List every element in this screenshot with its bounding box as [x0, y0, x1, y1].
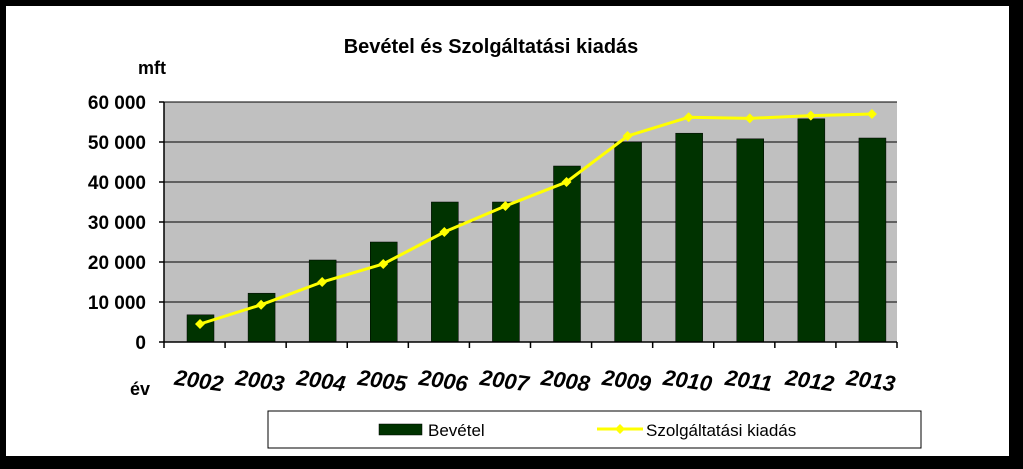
- chart-frame: Bevétel és Szolgáltatási kiadás mft év 0…: [6, 6, 1009, 456]
- legend-box: [267, 410, 922, 449]
- point-szolgaltatasi-kiadas-2006: [439, 227, 450, 237]
- x-tick-label: 2009: [600, 365, 654, 397]
- bar-bevetel-2010: [675, 132, 703, 343]
- legend-label-szolgaltatasi-kiadas: Szolgáltatási kiadás: [646, 421, 796, 440]
- x-tick-label: 2007: [477, 365, 532, 397]
- bar-bevetel-2008: [553, 165, 581, 343]
- x-tick-label: 2012: [783, 365, 837, 397]
- x-tick-label: 2010: [661, 365, 715, 397]
- bar-bevetel-2004: [308, 259, 337, 343]
- x-tick-label: 2003: [233, 365, 286, 397]
- bar-bevetel-2002: [186, 314, 215, 343]
- bar-bevetel-2012: [797, 118, 826, 343]
- chart: Bevétel és Szolgáltatási kiadás mft év 0…: [88, 36, 922, 449]
- chart-title: Bevétel és Szolgáltatási kiadás: [344, 36, 639, 58]
- x-tick-label: 2002: [172, 365, 226, 397]
- x-tick-label: 2013: [844, 365, 897, 397]
- legend-label-bevetel: Bevétel: [428, 421, 485, 440]
- y-axis-unit: mft: [138, 58, 166, 78]
- bar-bevetel-2011: [736, 138, 764, 343]
- y-tick-label: 0: [135, 333, 146, 354]
- legend: Bevétel Szolgáltatási kiadás: [267, 410, 922, 449]
- x-tick-label: 2011: [723, 365, 774, 396]
- point-szolgaltatasi-kiadas-2008: [561, 177, 572, 187]
- y-tick-labels: 0 10 000 20 000 30 000 40 000 50 000 60 000: [88, 93, 146, 354]
- point-szolgaltatasi-kiadas-2002: [195, 319, 205, 329]
- bar-bevetel-2005: [370, 241, 398, 343]
- x-tick-labels: 2002 2003 2004 2005 2006 2007 2008 2009 2010 2011…: [172, 365, 897, 397]
- grid-lines: [164, 101, 897, 303]
- bar-bevetel-2007: [492, 201, 520, 343]
- point-szolgaltatasi-kiadas-2013: [866, 109, 877, 119]
- x-axis-unit: év: [130, 379, 150, 399]
- bar-bevetel-2006: [431, 201, 459, 343]
- point-szolgaltatasi-kiadas-2003: [256, 299, 267, 310]
- y-tick-label: 10 000: [88, 293, 146, 314]
- point-szolgaltatasi-kiadas-2011: [744, 113, 755, 124]
- y-tick-label: 60 000: [88, 93, 146, 114]
- point-szolgaltatasi-kiadas-2004: [317, 277, 328, 287]
- x-tick-label: 2008: [539, 365, 593, 397]
- bar-bevetel-2013: [858, 137, 887, 343]
- bar-bevetel-2009: [614, 141, 642, 343]
- bar-series: [186, 118, 887, 343]
- point-szolgaltatasi-kiadas-2005: [378, 259, 389, 269]
- point-szolgaltatasi-kiadas-2010: [683, 112, 694, 123]
- y-tick-label: 50 000: [88, 133, 146, 154]
- point-szolgaltatasi-kiadas-2009: [622, 131, 633, 141]
- axes: [159, 101, 898, 348]
- y-tick-label: 30 000: [88, 213, 146, 234]
- legend-marker-szolgaltatasi-kiadas: [615, 424, 625, 434]
- x-tick-label: 2005: [355, 365, 409, 397]
- point-szolgaltatasi-kiadas-2007: [500, 201, 511, 211]
- x-tick-label: 2004: [294, 365, 347, 397]
- line-szolgaltatasi-kiadas: [199, 112, 872, 326]
- y-tick-label: 40 000: [88, 173, 146, 194]
- legend-swatch-bevetel: [378, 423, 423, 436]
- x-tick-label: 2006: [416, 365, 470, 397]
- y-tick-label: 20 000: [88, 253, 146, 274]
- point-szolgaltatasi-kiadas-2012: [805, 110, 816, 121]
- line-series: [195, 109, 877, 329]
